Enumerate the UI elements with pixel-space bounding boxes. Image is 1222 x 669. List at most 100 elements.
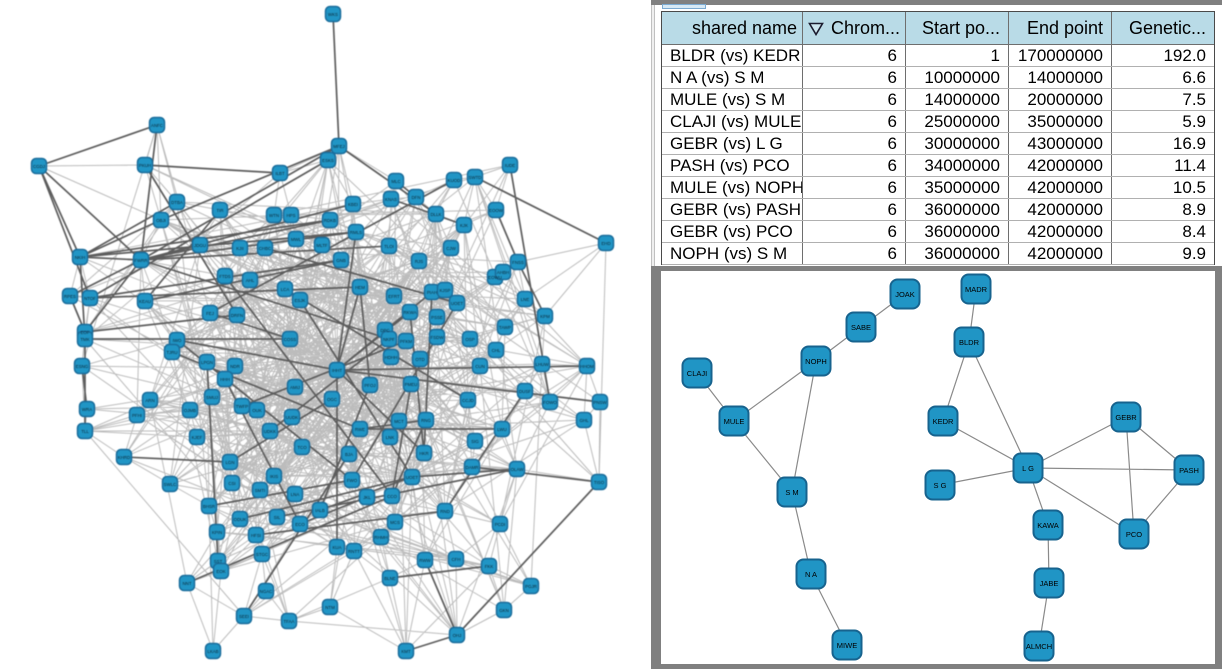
svg-text:LPGN: LPGN — [201, 360, 213, 365]
svg-text:IUDE: IUDE — [505, 163, 516, 168]
svg-text:LCA: LCA — [281, 287, 290, 292]
svg-text:DUSF: DUSF — [519, 389, 531, 394]
svg-text:SWLC: SWLC — [164, 482, 177, 487]
svg-text:FEJ: FEJ — [206, 311, 214, 316]
svg-text:LHUW: LHUW — [536, 362, 550, 367]
svg-text:RPES: RPES — [64, 294, 76, 299]
svg-text:CJW: CJW — [446, 246, 456, 251]
svg-text:ANFC: ANFC — [151, 123, 163, 128]
svg-text:DTBA: DTBA — [171, 200, 183, 205]
svg-text:CSI: CSI — [228, 481, 235, 486]
svg-text:PCO: PCO — [1126, 530, 1142, 539]
svg-text:BLDR: BLDR — [959, 338, 980, 347]
svg-text:CFH: CFH — [451, 557, 460, 562]
svg-text:FWRR: FWRR — [134, 258, 147, 263]
svg-text:PASH: PASH — [1179, 466, 1199, 475]
svg-text:PMEU: PMEU — [405, 382, 418, 387]
svg-text:MWL: MWL — [291, 237, 302, 242]
svg-text:NOPH: NOPH — [805, 357, 827, 366]
svg-text:TISO: TISO — [594, 480, 605, 485]
svg-text:MFEJ: MFEJ — [333, 144, 344, 149]
svg-text:CUN: CUN — [475, 364, 485, 369]
svg-text:EOWU: EOWU — [488, 275, 502, 280]
svg-text:OBJI: OBJI — [156, 218, 166, 223]
svg-text:FWO: FWO — [347, 478, 358, 483]
svg-text:DFN: DFN — [411, 195, 420, 200]
svg-text:OJMB: OJMB — [184, 408, 196, 413]
svg-text:EOOW: EOOW — [489, 208, 504, 213]
svg-text:KHRD: KHRD — [118, 455, 130, 460]
svg-text:SMTI: SMTI — [255, 488, 266, 493]
svg-text:KEDR: KEDR — [933, 417, 954, 426]
svg-text:FKK: FKK — [485, 564, 494, 569]
svg-text:ECO: ECO — [295, 522, 305, 527]
svg-text:HFSI: HFSI — [251, 533, 261, 538]
svg-text:ESKS: ESKS — [322, 158, 334, 163]
svg-text:AHBH: AHBH — [497, 270, 509, 275]
svg-text:RWW: RWW — [419, 558, 431, 563]
svg-text:CLAJI: CLAJI — [687, 369, 707, 378]
svg-text:RKWA: RKWA — [403, 310, 416, 315]
svg-text:HPS: HPS — [286, 213, 295, 218]
svg-text:HKR: HKR — [419, 451, 428, 456]
svg-text:RHMH: RHMH — [374, 535, 387, 540]
svg-text:NNT: NNT — [182, 581, 191, 586]
svg-text:PNSW: PNSW — [593, 400, 607, 405]
svg-text:TIR: TIR — [216, 208, 223, 213]
svg-text:KJSP: KJSP — [440, 288, 451, 293]
svg-text:GNB: GNB — [336, 258, 346, 263]
svg-text:KJK: KJK — [460, 223, 468, 228]
svg-text:TJRU: TJRU — [166, 350, 177, 355]
svg-text:TLL: TLL — [81, 429, 89, 434]
svg-text:KUOD: KUOD — [448, 178, 461, 183]
svg-text:NKPF: NKPF — [383, 337, 395, 342]
svg-text:IKIS: IKIS — [270, 474, 278, 479]
svg-text:FOWO: FOWO — [543, 400, 557, 405]
svg-text:TCO: TCO — [297, 445, 307, 450]
svg-text:SIL: SIL — [274, 515, 281, 520]
svg-text:MLTF: MLTF — [316, 243, 327, 248]
svg-text:AMIJ: AMIJ — [290, 385, 300, 390]
svg-text:EHD: EHD — [601, 241, 610, 246]
svg-text:JABE: JABE — [1040, 579, 1059, 588]
svg-text:ESNG: ESNG — [76, 364, 89, 369]
svg-text:MIWE: MIWE — [837, 641, 857, 650]
svg-text:PGJR: PGJR — [525, 584, 537, 589]
svg-text:OHJ: OHJ — [453, 633, 462, 638]
svg-text:KPIN: KPIN — [212, 530, 222, 535]
svg-text:KAWA: KAWA — [1037, 521, 1059, 530]
svg-text:PSSE: PSSE — [431, 315, 443, 320]
svg-text:EOK: EOK — [216, 569, 225, 574]
svg-text:KJII: KJII — [236, 246, 244, 251]
svg-text:OTD: OTD — [415, 357, 424, 362]
svg-text:DRFN: DRFN — [231, 313, 243, 318]
svg-text:BJA: BJA — [345, 452, 353, 457]
svg-text:TLOI: TLOI — [384, 244, 394, 249]
svg-text:MULE: MULE — [724, 417, 745, 426]
svg-text:PFOJ: PFOJ — [364, 383, 375, 388]
svg-text:WRA: WRA — [82, 407, 92, 412]
svg-text:JOAK: JOAK — [895, 290, 915, 299]
svg-text:MLC: MLC — [391, 179, 400, 184]
svg-text:GKN: GKN — [499, 608, 509, 613]
svg-text:LNA: LNA — [291, 492, 300, 497]
svg-text:SMUJ: SMUJ — [206, 395, 218, 400]
svg-text:TFAA: TFAA — [284, 619, 295, 624]
svg-text:PIAH: PIAH — [427, 290, 437, 295]
svg-text:DAMR: DAMR — [466, 465, 479, 470]
svg-text:PCDI: PCDI — [495, 522, 506, 527]
svg-text:RND: RND — [440, 509, 450, 514]
svg-text:OUK: OUK — [252, 408, 262, 413]
svg-text:SABE: SABE — [851, 323, 871, 332]
svg-text:FSDW: FSDW — [431, 335, 445, 340]
svg-text:L G: L G — [1022, 464, 1034, 473]
svg-text:OLAW: OLAW — [511, 467, 525, 472]
svg-text:KJEF: KJEF — [192, 435, 203, 440]
svg-text:ODUK: ODUK — [234, 517, 247, 522]
svg-text:PFHI: PFHI — [132, 413, 142, 418]
svg-text:HEM: HEM — [355, 285, 365, 290]
svg-text:NDR: NDR — [230, 364, 240, 369]
svg-text:CHL: CHL — [492, 348, 501, 353]
svg-text:DPC: DPC — [380, 328, 389, 333]
svg-text:MCS: MCS — [390, 520, 400, 525]
